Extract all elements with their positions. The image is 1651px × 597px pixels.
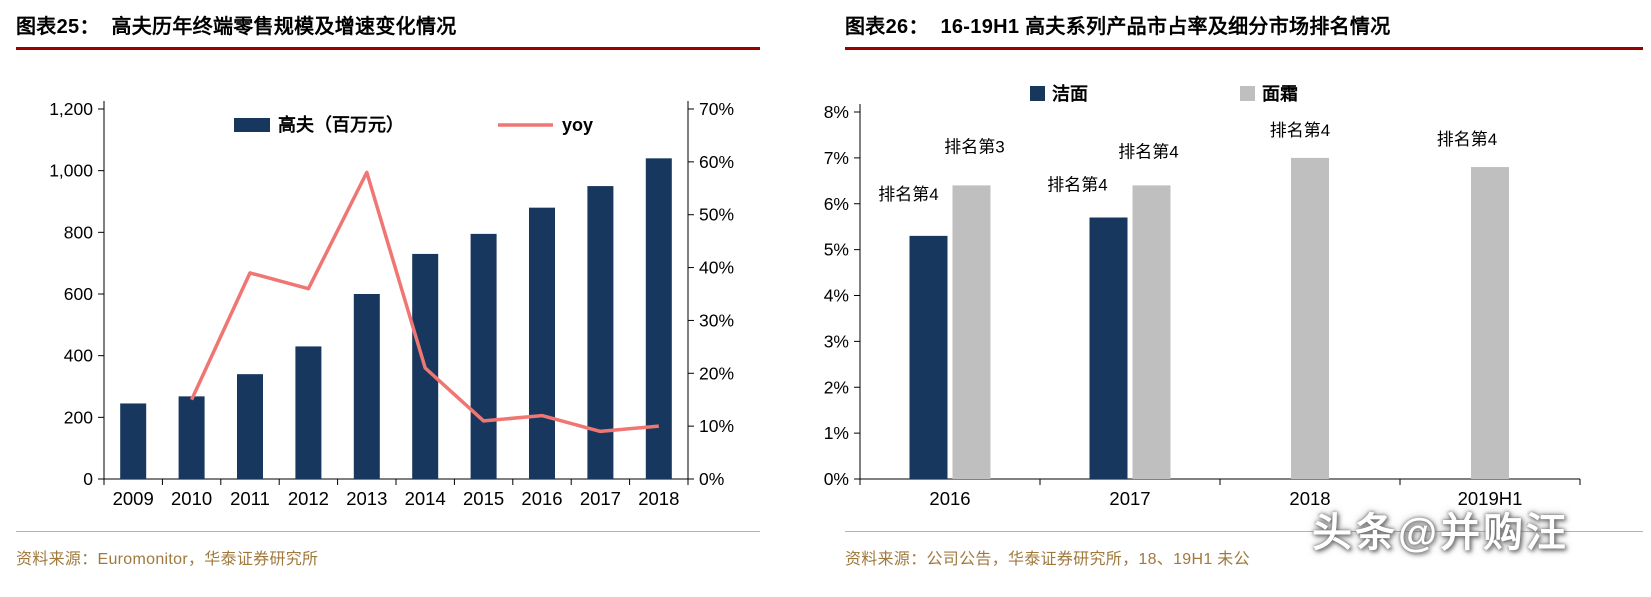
primary-axis-label: 1,000 (49, 161, 93, 181)
y-axis-label: 7% (824, 148, 849, 168)
yoy-line (190, 170, 659, 434)
figure-25-title-underline (16, 47, 760, 50)
bar-face-cream-2018 (1291, 157, 1329, 479)
revenue-bar-2012 (295, 346, 322, 479)
legend-label-cleanser: 洁面 (1052, 83, 1088, 104)
retail-scale-chart: 0 200 400 600 800 1,000 1,200 0% 10% 20% 30% 40% 50%… (49, 99, 734, 509)
revenue-bar-2011 (237, 374, 263, 479)
legend-label-face-cream: 面霜 (1262, 84, 1298, 104)
figure-25-title: 图表25： 高夫历年终端零售规模及增速变化情况 (16, 16, 457, 38)
revenue-bar-2013 (353, 294, 380, 479)
figure-26-title-underline (845, 47, 1643, 50)
secondary-axis-label: 70% (699, 99, 734, 119)
revenue-bar-2015 (470, 233, 497, 479)
x-axis-label: 2017 (1109, 488, 1150, 509)
legend-swatch-face-cream (1240, 86, 1255, 101)
x-axis-label: 2010 (171, 488, 212, 509)
rank-annotation: 排名第4 (1437, 130, 1497, 149)
y-axis-label: 2% (824, 377, 849, 397)
x-axis-label: 2014 (405, 488, 446, 509)
bar-face-cream-2019H1 (1471, 167, 1509, 480)
x-axis-label: 2018 (638, 488, 679, 509)
x-axis-label: 2012 (288, 488, 329, 509)
x-axis-label: 2016 (929, 488, 970, 509)
x-axis-label: 2013 (346, 488, 387, 509)
y-axis-label: 6% (824, 194, 849, 214)
secondary-axis-label: 20% (699, 363, 734, 383)
secondary-axis-label: 30% (699, 310, 734, 330)
revenue-bar-2010 (178, 396, 205, 479)
primary-axis-label: 800 (64, 222, 93, 242)
x-axis-label: 2018 (1289, 488, 1330, 509)
x-axis-label: 2019H1 (1458, 488, 1523, 509)
y-axis-label: 5% (824, 240, 849, 260)
market-share-chart: 0% 1% 2% 3% 4% 5% 6% 7% 8% 2016 2017 2018 2019H1 排名第4… (824, 83, 1581, 509)
legend-swatch-revenue (234, 118, 270, 132)
bar-cleanser-2016 (909, 235, 948, 479)
bar-face-cream-2017 (1132, 185, 1171, 479)
x-axis-label: 2009 (113, 488, 154, 509)
bar-cleanser-2017 (1089, 217, 1128, 479)
x-axis-label: 2011 (230, 488, 270, 509)
figure-25-panel: 图表25： 高夫历年终端零售规模及增速变化情况 0 200 400 600 800 1,0… (16, 12, 760, 569)
primary-axis-label: 200 (64, 407, 93, 427)
legend-label-revenue: 高夫（百万元） (278, 114, 404, 135)
watermark-text: 头条@并购汪 (1312, 511, 1570, 555)
figure-25-source-note: 资料来源：Euromonitor，华泰证券研究所 (16, 531, 760, 569)
x-axis-label: 2016 (521, 488, 562, 509)
rank-annotation: 排名第4 (878, 185, 938, 204)
x-axis-label: 2015 (463, 488, 504, 509)
legend-swatch-cleanser (1030, 86, 1045, 101)
primary-axis-label: 600 (64, 284, 93, 304)
y-axis-label: 0% (824, 469, 849, 489)
rank-annotation: 排名第4 (1270, 121, 1330, 140)
y-axis-label: 3% (824, 331, 849, 351)
secondary-axis-label: 60% (699, 152, 734, 172)
legend-label-yoy: yoy (562, 115, 593, 135)
primary-axis-label: 400 (64, 346, 93, 366)
revenue-bar-2009 (120, 403, 147, 479)
revenue-bar-2018 (645, 158, 672, 479)
secondary-axis-label: 40% (699, 258, 734, 278)
secondary-axis-label: 0% (699, 469, 724, 489)
rank-annotation: 排名第3 (944, 137, 1004, 156)
y-axis-label: 1% (824, 423, 849, 443)
figure-26-title: 图表26： 16-19H1 高夫系列产品市占率及细分市场排名情况 (845, 16, 1391, 38)
revenue-bar-2017 (587, 186, 614, 479)
y-axis-label: 8% (824, 102, 849, 122)
bar-face-cream-2016 (952, 185, 991, 479)
secondary-axis-label: 10% (699, 416, 734, 436)
figure-26-source-note: 资料来源：公司公告，华泰证券研究所，18、19H1 未公 (845, 531, 1643, 569)
secondary-axis-label: 50% (699, 205, 734, 225)
primary-axis-label: 0 (83, 469, 93, 489)
rank-annotation: 排名第4 (1118, 142, 1178, 161)
rank-annotation: 排名第4 (1047, 176, 1107, 195)
x-axis-label: 2017 (580, 488, 621, 509)
revenue-bar-2016 (529, 207, 555, 479)
primary-axis-label: 1,200 (49, 99, 93, 119)
figure-26-panel: 图表26： 16-19H1 高夫系列产品市占率及细分市场排名情况 0% 1% 2% 3… (824, 12, 1643, 569)
y-axis-label: 4% (824, 286, 849, 306)
